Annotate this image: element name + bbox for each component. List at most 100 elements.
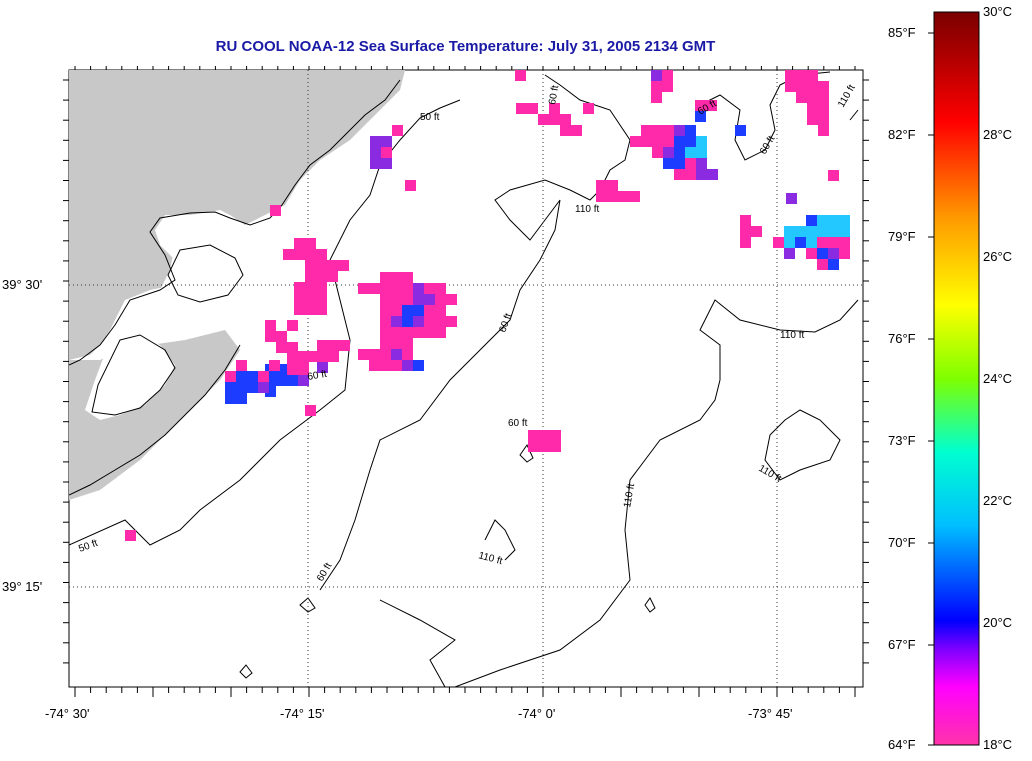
sst-pixel: [338, 260, 349, 271]
sst-pixel: [287, 320, 298, 331]
sst-pixel: [424, 316, 435, 327]
contour-label: 110 ft: [622, 482, 637, 508]
sst-pixel: [125, 530, 136, 541]
sst-pixel: [413, 294, 424, 305]
sst-pixel: [316, 304, 327, 315]
sst-pixel: [270, 205, 281, 216]
sst-pixel: [435, 294, 446, 305]
sst-pixel: [247, 371, 258, 382]
sst-pixel: [560, 125, 571, 136]
sst-pixel: [413, 283, 424, 294]
sst-pixel: [380, 272, 391, 283]
y-tick-label: 39° 30': [2, 277, 42, 292]
sst-pixel: [651, 81, 662, 92]
sst-pixel: [287, 375, 298, 386]
sst-pixel: [391, 360, 402, 371]
sst-pixel: [528, 441, 539, 452]
sst-pixel: [817, 259, 828, 270]
sst-pixel: [317, 362, 328, 373]
colorbar-fahrenheit-label: 79°F: [888, 229, 916, 244]
contour-label: 110 ft: [780, 330, 804, 341]
sst-pixel: [424, 294, 435, 305]
sst-pixel: [740, 237, 751, 248]
sst-pixel: [663, 158, 674, 169]
sst-pixel: [380, 283, 391, 294]
colorbar-celsius-label: 30°C: [983, 4, 1012, 19]
colorbar: [933, 11, 980, 746]
sst-pixel: [784, 237, 795, 248]
sst-pixel: [696, 169, 707, 180]
sst-pixel: [305, 249, 316, 260]
sst-pixel: [327, 260, 338, 271]
sst-pixel: [402, 349, 413, 360]
sst-pixel: [596, 191, 607, 202]
sst-pixel: [370, 147, 381, 158]
sst-pixel: [538, 114, 549, 125]
colorbar-fahrenheit-label: 73°F: [888, 433, 916, 448]
sst-pixel: [305, 271, 316, 282]
colorbar-fahrenheit-label: 82°F: [888, 127, 916, 142]
sst-pixel: [402, 283, 413, 294]
sst-pixel: [685, 125, 696, 136]
sst-pixel: [549, 114, 560, 125]
sst-pixel: [305, 238, 316, 249]
sst-pixel: [785, 81, 796, 92]
sst-pixel: [305, 260, 316, 271]
sst-pixel: [339, 340, 350, 351]
sst-pixel: [298, 364, 309, 375]
sst-pixel: [539, 430, 550, 441]
sst-pixel: [276, 331, 287, 342]
sst-pixel: [828, 259, 839, 270]
sst-pixel: [370, 158, 381, 169]
sst-pixel: [630, 136, 641, 147]
sst-pixel: [305, 293, 316, 304]
sst-pixel: [651, 92, 662, 103]
sst-pixel: [818, 81, 829, 92]
sst-pixel: [663, 147, 674, 158]
sst-pixel: [369, 349, 380, 360]
colorbar-celsius-label: 18°C: [983, 737, 1012, 752]
sst-pixel: [784, 248, 795, 259]
sst-pixel: [435, 283, 446, 294]
sst-pixel: [663, 125, 674, 136]
sst-pixel: [807, 81, 818, 92]
sst-pixel: [817, 226, 828, 237]
sst-pixel: [265, 386, 276, 397]
sst-pixel: [327, 271, 338, 282]
sst-pixel: [807, 103, 818, 114]
sst-pixel: [413, 305, 424, 316]
sst-pixel: [685, 169, 696, 180]
sst-pixel: [652, 125, 663, 136]
sst-pixel: [795, 237, 806, 248]
sst-pixel: [236, 382, 247, 393]
sst-pixel: [380, 316, 391, 327]
sst-pixel: [839, 248, 850, 259]
sst-pixel: [828, 237, 839, 248]
sst-pixel: [402, 338, 413, 349]
sst-pixel: [828, 170, 839, 181]
sst-pixel: [796, 70, 807, 81]
sst-pixel: [391, 316, 402, 327]
sst-pixel: [818, 103, 829, 114]
sst-pixels: [125, 70, 850, 541]
sst-pixel: [380, 360, 391, 371]
sst-pixel: [571, 125, 582, 136]
sst-pixel: [236, 371, 247, 382]
sst-pixel: [516, 103, 527, 114]
sst-pixel: [685, 158, 696, 169]
sst-pixel: [424, 283, 435, 294]
sst-pixel: [839, 215, 850, 226]
sst-pixel: [818, 114, 829, 125]
colorbar-celsius-label: 28°C: [983, 127, 1012, 142]
sst-pixel: [707, 169, 718, 180]
sst-pixel: [370, 136, 381, 147]
sst-pixel: [294, 249, 305, 260]
sst-pixel: [225, 371, 236, 382]
sst-pixel: [651, 70, 662, 81]
sst-pixel: [663, 136, 674, 147]
sst-pixel: [828, 215, 839, 226]
sst-pixel: [550, 441, 561, 452]
tick-marks: [63, 66, 869, 697]
sst-pixel: [806, 215, 817, 226]
sst-pixel: [818, 125, 829, 136]
